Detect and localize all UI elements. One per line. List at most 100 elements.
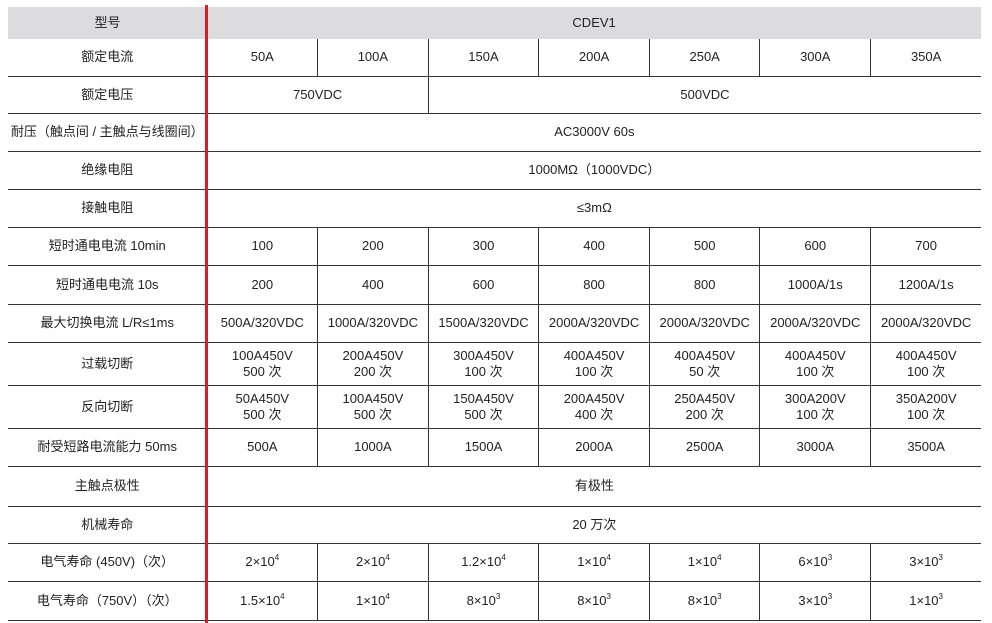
value-cell: 3×103	[759, 581, 871, 621]
value-cell: 250A	[648, 39, 760, 77]
value-cell: 300A	[759, 39, 871, 77]
table-row: 接触电阻 ≤3mΩ	[8, 189, 982, 228]
value-cell: 500	[648, 227, 760, 266]
row-label: 最大切换电流 L/R≤1ms	[8, 304, 207, 343]
value-cell: 20 万次	[206, 506, 982, 544]
value-text: 100A	[357, 49, 389, 65]
value-cell: 400A450V 100 次	[759, 342, 871, 386]
value-text: 6×10	[798, 554, 828, 569]
value-cell: AC3000V 60s	[206, 113, 982, 152]
value-text: 400A450V	[895, 347, 957, 363]
row-label: 机械寿命	[8, 506, 207, 544]
value-cell: 2×104	[206, 543, 318, 582]
value-cell: 250A450V 200 次	[648, 385, 760, 429]
value-cell: 400	[317, 265, 429, 305]
exponent: 3	[827, 591, 833, 601]
exponent: 3	[938, 553, 943, 562]
value-text: 1×10	[909, 592, 939, 608]
row-label: 额定电流	[8, 39, 207, 77]
value-cell: 200A450V 200 次	[317, 342, 429, 386]
value-cell: 1×103	[870, 581, 982, 621]
value-cell: 6×103	[759, 543, 871, 582]
value-text: 8×10	[466, 592, 496, 608]
value-text: 2500A	[685, 439, 724, 454]
value-text-line2: 100 次	[796, 363, 835, 379]
divider-line	[205, 5, 208, 623]
value-cell: 8×103	[648, 581, 760, 621]
value-text: 8×10	[577, 592, 607, 608]
header-row: 型号 CDEV1	[8, 7, 982, 39]
row-label: 电气寿命 (450V)（次）	[8, 543, 207, 582]
value-cell: 50A	[206, 39, 318, 77]
table-row: 额定电流 50A 100A 150A 200A 250A 300A 350A	[8, 39, 982, 77]
value-cell: 750VDC	[206, 76, 429, 114]
value-cell: 2000A/320VDC	[870, 304, 982, 343]
value-cell: 400A450V 100 次	[538, 342, 650, 386]
value-cell: 100A	[317, 39, 429, 77]
value-text: 150A	[468, 49, 499, 65]
exponent: 4	[501, 553, 506, 562]
value-text: 2×10	[245, 554, 275, 569]
value-cell: 100A450V 500 次	[206, 342, 318, 386]
value-text: 750VDC	[293, 86, 343, 102]
exponent: 3	[938, 591, 943, 601]
value-text-line2: 500 次	[464, 406, 503, 422]
value-text: 150A450V	[453, 390, 514, 406]
value-text: 3×10	[798, 592, 828, 608]
row-label: 过载切断	[8, 342, 207, 386]
value-cell: 300A200V 100 次	[759, 385, 871, 429]
value-cell: 600	[427, 265, 539, 305]
exponent: 4	[280, 591, 285, 601]
value-cell: 350A200V 100 次	[870, 385, 982, 429]
value-text: 200A450V	[342, 347, 404, 363]
row-label: 短时通电电流 10s	[8, 265, 207, 305]
value-text: 600	[804, 238, 827, 253]
value-text: 1000A/1s	[787, 276, 843, 292]
value-text: 300	[472, 238, 495, 253]
value-text: 300A200V	[784, 390, 846, 406]
exponent: 3	[717, 591, 722, 601]
value-cell: 1200A/1s	[870, 265, 982, 305]
value-text: 350A200V	[895, 390, 957, 406]
value-text: 1200A/1s	[898, 276, 954, 292]
value-cell: 200A450V 400 次	[538, 385, 650, 429]
value-text: 400A450V	[563, 347, 625, 363]
value-cell: 1.5×104	[206, 581, 318, 621]
value-cell: 3500A	[870, 428, 982, 467]
value-cell: 200A	[538, 39, 650, 77]
value-text: 20 万次	[572, 516, 617, 532]
value-cell: 400	[538, 227, 650, 266]
value-cell: 2500A	[648, 428, 760, 467]
value-text-line2: 100 次	[464, 363, 503, 379]
value-text-line2: 100 次	[796, 406, 835, 422]
value-cell: 500A	[206, 428, 318, 467]
value-text: 1000MΩ（1000VDC）	[528, 162, 661, 177]
value-text-line2: 200 次	[353, 363, 393, 379]
value-text-line2: 50 次	[689, 363, 721, 379]
value-cell: ≤3mΩ	[206, 189, 982, 228]
row-label: 额定电压	[8, 76, 207, 114]
value-text: 200A	[578, 49, 610, 65]
exponent: 3	[606, 591, 611, 601]
table-row: 绝缘电阻 1000MΩ（1000VDC）	[8, 151, 982, 190]
value-cell: 1000A/320VDC	[317, 304, 429, 343]
table-row: 主触点极性 有极性	[8, 466, 982, 507]
value-text: 2000A	[575, 439, 613, 454]
value-text: 400	[583, 238, 605, 253]
row-label: 耐受短路电流能力 50ms	[8, 428, 207, 467]
value-text: 400A450V	[784, 347, 846, 363]
value-cell: 1000MΩ（1000VDC）	[206, 151, 982, 190]
row-label: 接触电阻	[8, 189, 207, 228]
row-label: 短时通电电流 10min	[8, 227, 207, 266]
value-text: 250A450V	[674, 390, 736, 406]
value-text: 有极性	[574, 478, 614, 493]
row-label: 主触点极性	[8, 466, 207, 507]
value-text-line2: 500 次	[243, 363, 282, 379]
value-cell: 150A450V 500 次	[427, 385, 539, 429]
value-cell: 300	[427, 227, 539, 266]
value-text: 1×10	[356, 592, 386, 608]
value-text: 600	[472, 276, 495, 292]
value-cell: 600	[759, 227, 871, 266]
value-text: 100	[251, 238, 274, 253]
value-cell: 100A450V 500 次	[317, 385, 429, 429]
